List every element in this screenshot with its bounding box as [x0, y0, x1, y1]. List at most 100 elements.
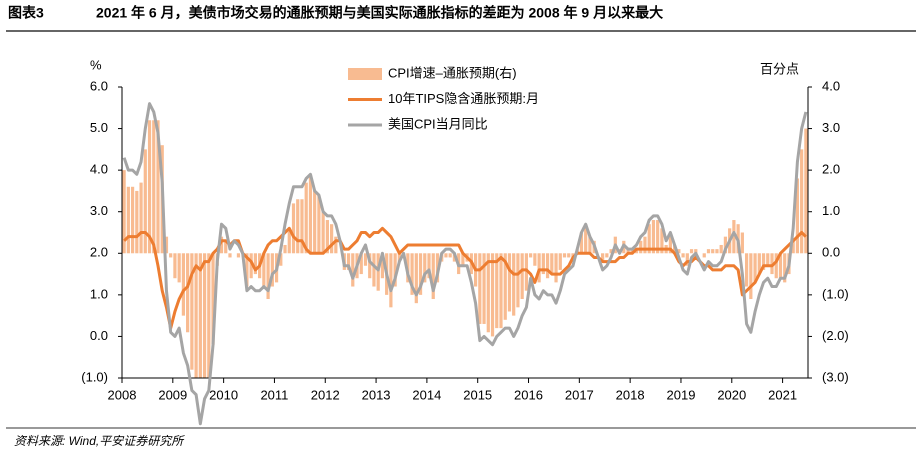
line-series: [123, 226, 807, 330]
bar: [325, 220, 329, 254]
bar: [550, 253, 554, 275]
bar: [554, 253, 558, 283]
bar: [177, 253, 181, 283]
bar: [537, 253, 541, 283]
bar: [482, 253, 486, 324]
bar: [296, 199, 300, 254]
bar: [694, 249, 698, 254]
bar: [321, 211, 325, 254]
bar: [169, 253, 173, 258]
y-axis-label: %: [90, 57, 102, 72]
y-tick-label: (1.0): [81, 369, 108, 384]
bar: [507, 253, 512, 312]
source-note: 资料来源: Wind,平安证券研究所: [14, 434, 185, 448]
bar: [749, 253, 753, 300]
legend-swatch: [348, 68, 382, 80]
bar: [757, 253, 761, 275]
bar: [562, 253, 567, 258]
bar: [249, 253, 253, 279]
bar: [308, 174, 313, 254]
bar: [490, 253, 495, 337]
bar: [643, 236, 647, 254]
bar: [584, 224, 588, 254]
bar: [660, 228, 664, 254]
bar: [744, 253, 749, 287]
y-tick-label: 3.0: [90, 203, 108, 218]
y2-tick-label: 2.0: [822, 162, 840, 177]
bar: [609, 249, 613, 254]
bar: [588, 236, 592, 254]
bar: [389, 253, 393, 308]
bar: [334, 236, 338, 254]
figure-label: 图表3: [8, 5, 44, 21]
bar: [126, 186, 130, 254]
bar: [351, 253, 355, 287]
chart-title: 2021 年 6 月，美债市场交易的通胀预期与美国实际通胀指标的差距为 2008…: [96, 5, 663, 21]
bar-group: [122, 120, 808, 378]
bar: [397, 253, 401, 262]
bar: [461, 253, 465, 266]
bar: [753, 253, 757, 283]
x-tick-label: 2011: [260, 387, 288, 402]
bar: [219, 236, 224, 254]
x-tick-label: 2015: [463, 387, 492, 402]
bar: [740, 232, 744, 254]
bar: [135, 190, 139, 254]
bar: [139, 182, 143, 254]
bar: [668, 236, 672, 254]
x-tick-label: 2012: [311, 387, 340, 402]
x-tick-label: 2016: [514, 387, 543, 402]
bar: [147, 120, 152, 254]
bar: [533, 253, 537, 266]
bar: [304, 182, 308, 254]
y2-axis-label: 百分点: [760, 61, 799, 76]
bar: [287, 228, 291, 254]
bar: [689, 249, 694, 254]
bar: [143, 149, 147, 254]
bar: [639, 240, 643, 254]
bar: [198, 253, 202, 378]
bar: [651, 220, 656, 254]
y2-tick-label: (1.0): [822, 286, 849, 301]
bar: [677, 249, 681, 254]
bar: [300, 199, 304, 254]
bar: [291, 203, 296, 254]
bar: [330, 224, 334, 254]
bar: [359, 253, 363, 275]
bar: [647, 224, 651, 254]
bar: [414, 253, 418, 304]
y-tick-label: 6.0: [90, 78, 108, 93]
bar: [685, 253, 689, 266]
bar: [372, 253, 376, 287]
bar: [423, 253, 427, 283]
legend-label: 10年TIPS隐含通胀预期:月: [388, 91, 539, 106]
bar: [702, 253, 706, 258]
bar: [245, 253, 249, 287]
y2-tick-label: (2.0): [822, 328, 849, 343]
y2-tick-label: 1.0: [822, 203, 840, 218]
bar: [723, 236, 728, 254]
x-tick-label: 2019: [667, 387, 696, 402]
bar: [130, 186, 135, 254]
x-tick-label: 2017: [565, 387, 594, 402]
x-tick-label: 2018: [616, 387, 645, 402]
y-tick-label: 1.0: [90, 286, 108, 301]
bar: [211, 253, 215, 345]
bar: [279, 253, 283, 266]
bar: [283, 244, 287, 254]
x-tick-label: 2009: [158, 387, 187, 402]
bar: [567, 253, 571, 258]
bar: [503, 253, 507, 320]
bar: [448, 253, 452, 258]
x-tick-label: 2020: [717, 387, 746, 402]
bar: [376, 253, 380, 291]
bar: [486, 253, 490, 333]
y2-tick-label: (3.0): [822, 369, 849, 384]
bar: [122, 170, 126, 254]
x-tick-label: 2010: [209, 387, 238, 402]
bar: [186, 253, 190, 333]
y-tick-label: 0.0: [90, 328, 108, 343]
bar: [317, 195, 321, 254]
y-tick-label: 5.0: [90, 120, 108, 135]
